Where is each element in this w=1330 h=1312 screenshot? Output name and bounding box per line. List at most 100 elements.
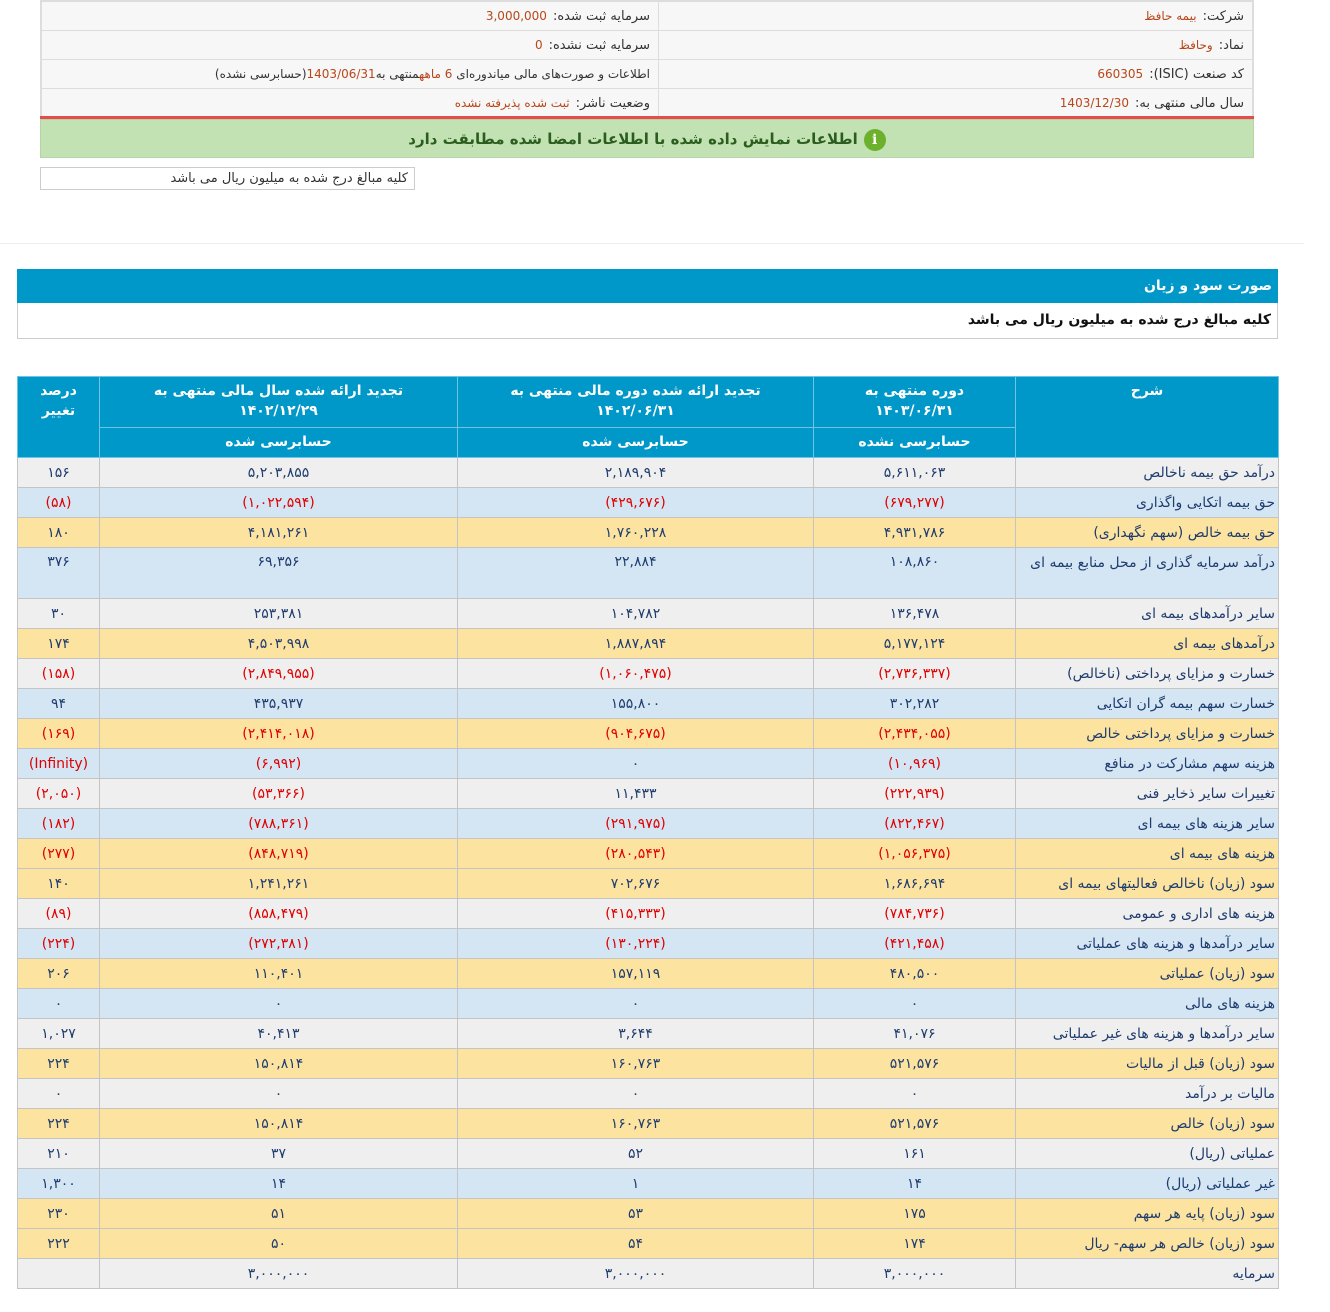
value-current-period: (۲۲۲,۹۳۹): [813, 778, 1016, 809]
row-label: سود (زیان) خالص: [1015, 1108, 1279, 1139]
row-label: خسارت و مزایای پرداختی (ناخالص): [1015, 658, 1279, 689]
value-current-period: ۵۲۱,۵۷۶: [813, 1108, 1016, 1139]
table-row: سود (زیان) خالص ۵۲۱,۵۷۶ ۱۶۰,۷۶۳ ۱۵۰,۸۱۴ ۲۲۴: [17, 1108, 1279, 1139]
value-restated-period: ۰: [457, 988, 814, 1019]
separator: [0, 243, 1304, 244]
value-current-period: (۶۷۹,۲۷۷): [813, 487, 1016, 518]
value-restated-year: (۵۳,۳۶۶): [99, 778, 458, 809]
header-status: حسابرسی شده: [457, 427, 814, 458]
table-row: حق بیمه خالص (سهم نگهداری) ۴,۹۳۱,۷۸۶ ۱,۷۶۰…: [17, 517, 1279, 548]
value-percent-change: ۳۷۶: [17, 547, 100, 599]
value-restated-year: ۰: [99, 988, 458, 1019]
header-text: دوره منتهی به: [864, 383, 965, 399]
report-description: اطلاعات و صورت‌های مالی میاندوره‌ای 6 ما…: [41, 59, 659, 89]
value-restated-year: (۲,۸۴۹,۹۵۵): [99, 658, 458, 689]
value-percent-change: ۰: [17, 988, 100, 1019]
row-label: خسارت سهم بیمه گران اتکایی: [1015, 688, 1279, 719]
report-status: (حسابرسی نشده): [214, 67, 307, 81]
row-label: سود (زیان) ناخالص فعالیتهای بیمه ای: [1015, 868, 1279, 899]
value-current-period: ۰: [813, 988, 1016, 1019]
row-label: سرمایه: [1015, 1258, 1279, 1289]
table-row: مالیات بر درآمد ۰ ۰ ۰ ۰: [17, 1078, 1279, 1109]
header-date: ۱۴۰۲/۱۲/۲۹: [239, 403, 318, 419]
registered-capital-field: سرمایه ثبت شده: 3,000,000: [41, 1, 659, 31]
isic-value: 660305: [1097, 66, 1144, 81]
publisher-status-label: وضعیت ناشر:: [575, 95, 650, 111]
value-restated-period: (۴۱۵,۳۳۳): [457, 898, 814, 929]
value-restated-period: ۷۰۲,۶۷۶: [457, 868, 814, 899]
row-label: سود (زیان) پایه هر سهم: [1015, 1198, 1279, 1229]
row-label: سود (زیان) قبل از مالیات: [1015, 1048, 1279, 1079]
value-restated-period: ۱۶۰,۷۶۳: [457, 1108, 814, 1139]
table-row: سایر درآمدها و هزینه های غیر عملیاتی ۴۱,۰…: [17, 1018, 1279, 1049]
header-status: حسابرسی نشده: [813, 427, 1016, 458]
value-current-period: ۵,۱۷۷,۱۲۴: [813, 628, 1016, 659]
row-label: سایر درآمدهای بیمه ای: [1015, 598, 1279, 629]
value-restated-period: ۲,۱۸۹,۹۰۴: [457, 457, 814, 488]
value-percent-change: ۹۴: [17, 688, 100, 719]
value-restated-period: ۵۲: [457, 1138, 814, 1169]
value-current-period: ۳۰۲,۲۸۲: [813, 688, 1016, 719]
registered-capital-label: سرمایه ثبت شده:: [552, 8, 650, 24]
value-current-period: (۸۲۲,۴۶۷): [813, 808, 1016, 839]
value-current-period: ۵,۶۱۱,۰۶۳: [813, 457, 1016, 488]
value-restated-period: ۵۴: [457, 1228, 814, 1259]
table-row: سود (زیان) عملیاتی ۴۸۰,۵۰۰ ۱۵۷,۱۱۹ ۱۱۰,۴۰۱ ۲…: [17, 958, 1279, 989]
value-restated-period: (۹۰۴,۶۷۵): [457, 718, 814, 749]
value-current-period: (۲,۴۳۴,۰۵۵): [813, 718, 1016, 749]
value-current-period: ۱۶۱: [813, 1138, 1016, 1169]
row-label: عملیاتی (ریال): [1015, 1138, 1279, 1169]
row-label: مالیات بر درآمد: [1015, 1078, 1279, 1109]
row-label: سایر درآمدها و هزینه های غیر عملیاتی: [1015, 1018, 1279, 1049]
value-current-period: (۱۰,۹۶۹): [813, 748, 1016, 779]
value-restated-year: ۴۳۵,۹۳۷: [99, 688, 458, 719]
value-percent-change: (۲۷۷): [17, 838, 100, 869]
header-desc: شرح: [1015, 376, 1279, 458]
value-percent-change: ۱,۳۰۰: [17, 1168, 100, 1199]
header-text: تجدید ارائه شده دوره مالی منتهی به: [510, 383, 761, 399]
company-field: شرکت: بیمه حافظ: [658, 1, 1253, 31]
header-period-restated: تجدید ارائه شده دوره مالی منتهی به ۱۴۰۲/۰…: [457, 376, 814, 428]
row-label: هزینه های مالی: [1015, 988, 1279, 1019]
value-percent-change: ۲۲۴: [17, 1108, 100, 1139]
value-current-period: ۰: [813, 1078, 1016, 1109]
value-percent-change: (۲۲۴): [17, 928, 100, 959]
company-value: بیمه حافظ: [1144, 8, 1197, 23]
value-percent-change: (۸۹): [17, 898, 100, 929]
value-restated-year: (۲,۴۱۴,۰۱۸): [99, 718, 458, 749]
value-restated-year: ۳,۰۰۰,۰۰۰: [99, 1258, 458, 1289]
value-restated-year: (۸۵۸,۴۷۹): [99, 898, 458, 929]
row-label: تغییرات سایر ذخایر فنی: [1015, 778, 1279, 809]
table-row: غیر عملیاتی (ریال) ۱۴ ۱ ۱۴ ۱,۳۰۰: [17, 1168, 1279, 1199]
row-label: هزینه سهم مشارکت در منافع: [1015, 748, 1279, 779]
table-row: سود (زیان) خالص هر سهم- ریال ۱۷۴ ۵۴ ۵۰ ۲۲۲: [17, 1228, 1279, 1259]
value-restated-year: ۱۱۰,۴۰۱: [99, 958, 458, 989]
value-percent-change: ۱,۰۲۷: [17, 1018, 100, 1049]
header-percent-change: درصد تغییر: [17, 376, 100, 458]
value-current-period: ۱,۶۸۶,۶۹۴: [813, 868, 1016, 899]
value-restated-year: ۵۰: [99, 1228, 458, 1259]
header-year-restated: تجدید ارائه شده سال مالی منتهی به ۱۴۰۲/۱۲…: [99, 376, 458, 428]
value-restated-year: (۶,۹۹۲): [99, 748, 458, 779]
value-restated-period: (۴۲۹,۶۷۶): [457, 487, 814, 518]
value-percent-change: ۱۷۴: [17, 628, 100, 659]
registered-capital-value: 3,000,000: [485, 8, 547, 23]
value-restated-year: (۷۸۸,۳۶۱): [99, 808, 458, 839]
table-row: درآمد حق بیمه ناخالص ۵,۶۱۱,۰۶۳ ۲,۱۸۹,۹۰۴ ۵,…: [17, 457, 1279, 488]
value-current-period: (۲,۷۳۶,۳۳۷): [813, 658, 1016, 689]
table-row: سایر درآمدها و هزینه های عملیاتی (۴۲۱,۴۵۸…: [17, 928, 1279, 959]
value-restated-year: ۱۵۰,۸۱۴: [99, 1048, 458, 1079]
isic-field: کد صنعت (ISIC): 660305: [658, 59, 1253, 89]
value-current-period: ۱۷۴: [813, 1228, 1016, 1259]
row-label: سایر هزینه های بیمه ای: [1015, 808, 1279, 839]
unregistered-capital-value: 0: [534, 37, 543, 52]
company-info-panel: شرکت:بیمه حافظ سرمایه ثبت شده:3,000,000 …: [40, 0, 1254, 119]
value-restated-period: ۱۶۰,۷۶۳: [457, 1048, 814, 1079]
value-current-period: (۱,۰۵۶,۳۷۵): [813, 838, 1016, 869]
table-row: خسارت و مزایای پرداختی (ناخالص) (۲,۷۳۶,۳۳…: [17, 658, 1279, 689]
verified-banner: i اطلاعات نمایش داده شده با اطلاعات امضا …: [40, 119, 1254, 158]
row-label: سایر درآمدها و هزینه های عملیاتی: [1015, 928, 1279, 959]
header-status: حسابرسی شده: [99, 427, 458, 458]
table-row: درآمد سرمایه گذاری از محل منابع بیمه ای ۱…: [17, 547, 1279, 599]
row-label: حق بیمه اتکایی واگذاری: [1015, 487, 1279, 518]
